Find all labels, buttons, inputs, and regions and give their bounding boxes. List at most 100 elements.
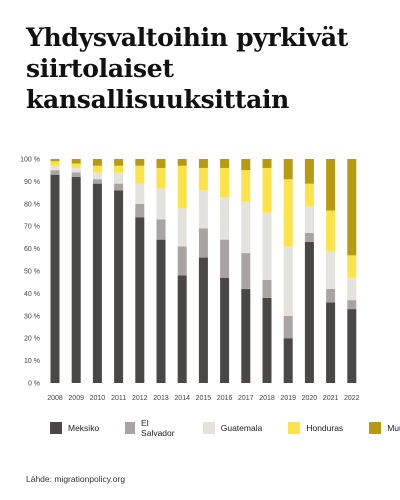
legend-item-el-salvador: El Salvador (125, 418, 177, 438)
legend-item-meksiko: Meksiko (50, 422, 99, 434)
legend-label: Muut (387, 423, 400, 433)
bar-segment-meksiko (304, 241, 314, 383)
bar-segment-muut (304, 159, 314, 184)
y-tick-label: 80 % (24, 201, 40, 208)
y-axis: 0 % 10 % 20 % 30 % 40 % 50 % 60 % 70 % 80 % 90 % 1… (20, 157, 40, 388)
x-tick-label: 2013 (153, 395, 169, 402)
bar-segment-muut (177, 159, 187, 166)
legend-item-guatemala: Guatemala (202, 422, 263, 434)
bar-segment-guatemala (50, 165, 60, 171)
bar-segment-guatemala (326, 250, 336, 289)
x-tick-label: 2014 (174, 395, 190, 402)
bar-segment-honduras (135, 165, 145, 184)
bar-segment-meksiko (347, 309, 357, 383)
bar-segment-honduras (220, 167, 230, 198)
bar-segment-guatemala (92, 172, 102, 180)
bar-segment-guatemala (241, 201, 251, 254)
bar-segment-el-salvador (50, 170, 60, 175)
x-axis: 2008 2009 2010 2011 2012 2013 2014 2015 2016 2017… (47, 395, 359, 402)
x-tick-label: 2015 (196, 395, 212, 402)
bar-segment-guatemala (262, 212, 272, 280)
bar-segment-meksiko (262, 297, 272, 383)
x-tick-label: 2011 (111, 395, 126, 402)
source-note: Lähde: migrationpolicy.org (26, 474, 126, 484)
y-tick-label: 40 % (24, 291, 40, 298)
bars-area (50, 159, 357, 383)
y-tick-label: 0 % (28, 381, 40, 388)
bar-segment-muut (198, 159, 208, 168)
bar-segment-honduras (92, 165, 102, 173)
bar-segment-honduras (156, 167, 166, 189)
bar-segment-el-salvador (135, 203, 145, 218)
y-tick-label: 100 % (20, 157, 40, 164)
bar-segment-meksiko (156, 239, 166, 383)
y-tick-label: 50 % (24, 269, 40, 276)
legend-swatch (202, 422, 215, 434)
bar-segment-el-salvador (71, 172, 81, 177)
bar-segment-meksiko (220, 277, 230, 383)
bar-segment-guatemala (304, 206, 314, 233)
legend-swatch (125, 422, 136, 434)
legend-swatch (288, 422, 301, 434)
bar-segment-muut (220, 159, 230, 168)
x-tick-label: 2021 (323, 395, 339, 402)
bar-segment-honduras (283, 179, 293, 247)
x-tick-label: 2019 (280, 395, 296, 402)
bar-segment-el-salvador (241, 253, 251, 289)
y-tick-label: 20 % (24, 336, 40, 343)
bar-segment-meksiko (92, 183, 102, 383)
legend-label: El Salvador (141, 418, 175, 438)
bar-segment-el-salvador (92, 179, 102, 184)
bar-segment-guatemala (220, 197, 230, 240)
bar-segment-muut (326, 159, 336, 211)
bar-segment-honduras (198, 167, 208, 191)
bar-segment-meksiko (50, 174, 60, 383)
bar-segment-honduras (114, 165, 124, 173)
chart-legend: Meksiko El Salvador Guatemala Honduras Muut (50, 418, 400, 438)
y-tick-label: 10 % (24, 358, 40, 365)
bar-segment-el-salvador (114, 183, 124, 191)
x-tick-label: 2008 (47, 395, 63, 402)
bar-segment-guatemala (347, 277, 357, 301)
y-tick-label: 30 % (24, 313, 40, 320)
x-tick-label: 2017 (238, 395, 254, 402)
bar-segment-muut (156, 159, 166, 168)
bar-segment-el-salvador (326, 288, 336, 303)
bar-segment-guatemala (177, 208, 187, 247)
bar-segment-guatemala (135, 183, 145, 204)
bar-segment-guatemala (156, 188, 166, 220)
y-tick-label: 70 % (24, 224, 40, 231)
x-tick-label: 2020 (302, 395, 318, 402)
bar-segment-muut (71, 159, 81, 164)
y-tick-label: 90 % (24, 179, 40, 186)
legend-label: Meksiko (68, 423, 100, 433)
bar-segment-honduras (347, 255, 357, 278)
bar-segment-muut (283, 159, 293, 180)
x-tick-label: 2018 (259, 395, 275, 402)
bar-segment-honduras (326, 210, 336, 251)
legend-item-muut: Muut (369, 422, 400, 434)
legend-swatch (50, 422, 62, 434)
bar-segment-el-salvador (220, 239, 230, 278)
bar-segment-el-salvador (156, 219, 166, 240)
bar-segment-el-salvador (304, 232, 314, 242)
bar-segment-muut (347, 159, 357, 256)
x-tick-label: 2010 (90, 395, 106, 402)
bar-segment-meksiko (114, 190, 124, 383)
bar-segment-el-salvador (347, 300, 357, 310)
bar-segment-muut (135, 159, 145, 166)
bar-segment-guatemala (198, 190, 208, 229)
bar-segment-honduras (241, 170, 251, 202)
legend-label: Honduras (306, 423, 344, 433)
bar-segment-guatemala (283, 246, 293, 316)
bar-segment-guatemala (114, 172, 124, 184)
bar-segment-muut (241, 159, 251, 171)
bar-segment-el-salvador (262, 279, 272, 298)
bar-segment-meksiko (135, 217, 145, 383)
x-tick-label: 2009 (68, 395, 84, 402)
bar-segment-meksiko (326, 302, 336, 383)
legend-label: Guatemala (220, 423, 263, 433)
bar-segment-meksiko (241, 288, 251, 383)
legend-swatch (369, 422, 382, 434)
